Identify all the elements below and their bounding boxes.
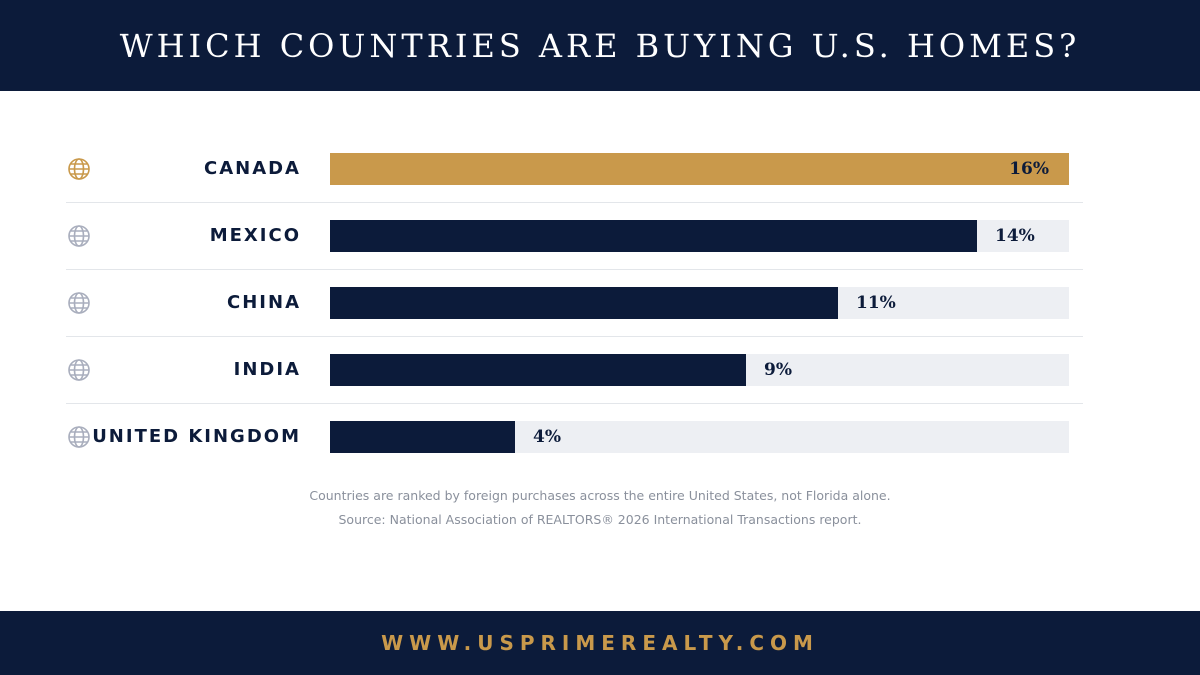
globe-icon — [68, 426, 90, 448]
globe-icon — [68, 359, 90, 381]
category-label: MEXICO — [209, 225, 301, 246]
bar-track: 4% — [330, 421, 1069, 453]
globe-icon — [68, 292, 90, 314]
website-link[interactable]: WWW.USPRIMEREALTY.COM — [381, 631, 819, 655]
chart-row: CANADA 16% — [66, 136, 1083, 203]
chart-row: MEXICO 14% — [66, 203, 1083, 270]
bar — [330, 421, 515, 453]
header-bar: WHICH COUNTRIES ARE BUYING U.S. HOMES? — [0, 0, 1200, 91]
data-label: 16% — [1009, 159, 1049, 179]
globe-icon — [68, 225, 90, 247]
chart-row: CHINA 11% — [66, 270, 1083, 337]
bar-track: 14% — [330, 220, 1069, 252]
bar — [330, 287, 838, 319]
category-label: CANADA — [203, 158, 301, 179]
bar — [330, 153, 1069, 185]
globe-icon — [68, 158, 90, 180]
chart-row: UNITED KINGDOM 4% — [66, 404, 1083, 470]
chart-row: INDIA 9% — [66, 337, 1083, 404]
bar — [330, 354, 746, 386]
bar-chart: CANADA 16% MEXICO 14% CHINA 11% INDIA 9% UNITED … — [66, 136, 1083, 470]
chart-notes: Countries are ranked by foreign purchase… — [0, 484, 1200, 532]
category-label: UNITED KINGDOM — [92, 426, 301, 447]
page-title: WHICH COUNTRIES ARE BUYING U.S. HOMES? — [119, 26, 1081, 65]
data-label: 14% — [995, 226, 1035, 246]
category-label: INDIA — [233, 359, 301, 380]
bar-track: 9% — [330, 354, 1069, 386]
source-text: Source: National Association of REALTORS… — [338, 512, 862, 527]
bar-track: 11% — [330, 287, 1069, 319]
data-label: 9% — [764, 360, 792, 380]
data-label: 11% — [856, 293, 896, 313]
data-label: 4% — [533, 427, 561, 447]
category-label: CHINA — [227, 292, 301, 313]
bar — [330, 220, 977, 252]
bar-track: 16% — [330, 153, 1069, 185]
note-text: Countries are ranked by foreign purchase… — [309, 488, 891, 503]
footer-bar: WWW.USPRIMEREALTY.COM — [0, 611, 1200, 675]
